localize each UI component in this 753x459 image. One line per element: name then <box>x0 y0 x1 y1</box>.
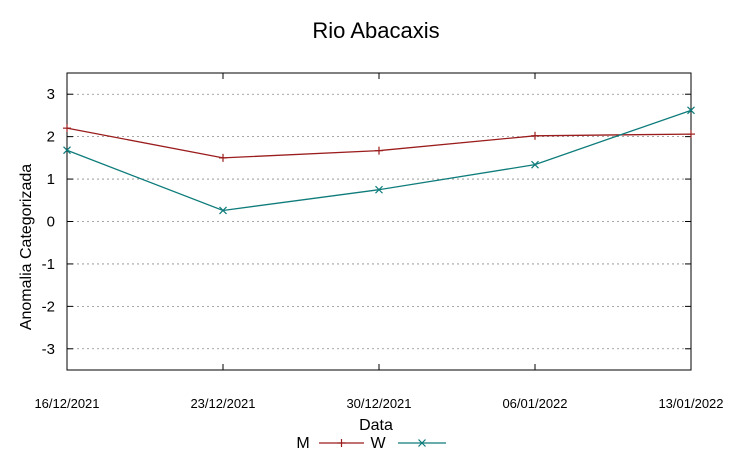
series-W <box>63 106 695 215</box>
x-axis-ticks: 16/12/2021 23/12/2021 30/12/2021 06/01/2022… <box>34 73 724 411</box>
y-tick-label: 0 <box>47 214 55 231</box>
x-axis-label: Data <box>359 417 393 434</box>
y-tick-label: -2 <box>42 298 55 315</box>
x-tick-label: 30/12/2021 <box>346 396 411 411</box>
y-axis-label: Anomalia Categorizada <box>18 164 35 330</box>
x-tick-label: 06/01/2022 <box>502 396 567 411</box>
data-point-W <box>375 185 383 194</box>
legend-item-M: M <box>296 435 364 452</box>
x-tick-label: 13/01/2022 <box>658 396 723 411</box>
y-tick-label: 2 <box>47 129 55 146</box>
y-tick-label: 3 <box>47 86 55 103</box>
series-layer <box>63 106 695 215</box>
chart-title: Rio Abacaxis <box>312 18 439 43</box>
legend-label: W <box>370 435 386 452</box>
series-M <box>63 124 695 162</box>
data-point-W <box>531 160 539 169</box>
y-tick-label: -3 <box>42 341 55 358</box>
y-tick-label: -1 <box>42 256 55 273</box>
legend-item-W: W <box>370 435 446 452</box>
x-tick-label: 23/12/2021 <box>190 396 255 411</box>
grid-layer <box>67 93 691 350</box>
legend-marker <box>418 439 426 447</box>
data-point-W <box>219 206 227 215</box>
x-tick-label: 16/12/2021 <box>34 396 99 411</box>
series-line-W <box>66 109 692 212</box>
data-point-W <box>687 106 695 115</box>
data-point-W <box>63 146 71 155</box>
legend-label: M <box>296 435 309 452</box>
y-tick-label: 1 <box>47 171 55 188</box>
y-axis-ticks: 3 2 1 0 -1 -2 -3 <box>42 86 691 358</box>
